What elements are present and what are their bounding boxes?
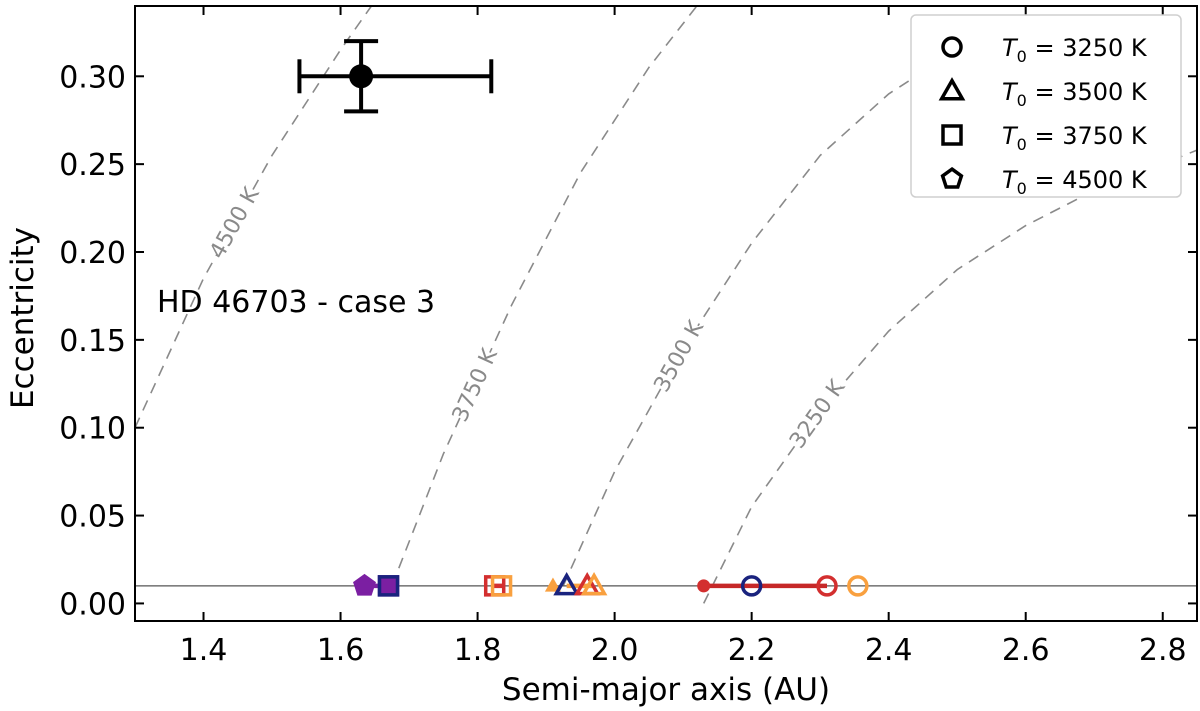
y-tick-label: 0.05: [59, 500, 126, 535]
marker-triangle: [580, 571, 608, 596]
y-tick-label: 0.30: [59, 60, 126, 95]
observed-marker: [349, 64, 374, 89]
legend: T0 = 3250 K T0 = 3500 K T0 = 3750 K T0 = 45…: [910, 14, 1182, 198]
curve-label-bg: [648, 317, 706, 394]
marker-circle: [697, 579, 711, 593]
legend-entry-label: T0 = 3500 K: [1002, 78, 1148, 110]
marker-square: [377, 575, 400, 597]
marker-circle: [740, 575, 763, 597]
observed-point: [297, 39, 494, 114]
annotation-label: HD 46703 - case 3: [157, 285, 435, 320]
curve-label-bg: [203, 184, 262, 260]
legend-entry-label: T0 = 4500 K: [1002, 166, 1148, 198]
curve-label-bg: [784, 376, 848, 450]
marker-circle: [816, 575, 838, 597]
x-tick-label: 1.4: [180, 633, 228, 668]
curve-label-3250-k: 3250 K: [785, 375, 850, 453]
legend-box: [910, 14, 1182, 198]
y-tick-label: 0.00: [59, 587, 126, 622]
legend-marker-triangle: [938, 77, 966, 101]
x-tick-label: 2.6: [1002, 633, 1050, 668]
x-tick-label: 1.8: [454, 633, 502, 668]
x-tick-label: 2.0: [591, 633, 639, 668]
legend-entry-label: T0 = 3750 K: [1002, 122, 1148, 154]
marker-triangle: [553, 571, 581, 596]
marker-square: [377, 575, 400, 597]
dashed-curve-3500-k: [562, 49, 958, 587]
x-tick-label: 2.8: [1139, 633, 1187, 668]
x-tick-label: 2.4: [865, 633, 913, 668]
y-tick-label: 0.20: [59, 236, 126, 271]
y-tick-label: 0.15: [59, 324, 126, 359]
x-tick-label: 2.2: [728, 633, 776, 668]
legend-entry-label: T0 = 3250 K: [1002, 34, 1148, 66]
curve-label-bg: [446, 346, 500, 423]
legend-marker-circle: [941, 36, 963, 58]
y-tick-label: 0.25: [59, 148, 126, 183]
x-tick-label: 1.6: [317, 633, 365, 668]
data-markers: [353, 571, 869, 597]
plot-frame: [134, 5, 1198, 622]
marker-triangle: [544, 577, 561, 592]
marker-square: [490, 575, 513, 597]
marker-pentagon: [353, 573, 376, 596]
marker-circle: [847, 575, 869, 597]
curve-label-3750-k: 3750 K: [448, 345, 503, 426]
dashed-curve-3250-k: [702, 149, 1197, 604]
legend-marker-pentagon: [940, 166, 964, 189]
dashed-curve-3750-k: [391, 6, 698, 587]
x-axis-ticks: 1.4 1.6 1.8 2.0 2.2 2.4 2.6 2.8: [180, 6, 1187, 668]
y-axis-ticks: 0.00 0.05 0.10 0.15 0.20 0.25 0.30: [59, 60, 1197, 622]
legend-marker-square: [941, 124, 963, 146]
y-tick-label: 0.10: [59, 412, 126, 447]
y-axis-title: Eccentricity: [5, 227, 41, 409]
dashed-curve-4500-k: [135, 6, 373, 429]
x-axis-title: Semi-major axis (AU): [502, 672, 830, 708]
